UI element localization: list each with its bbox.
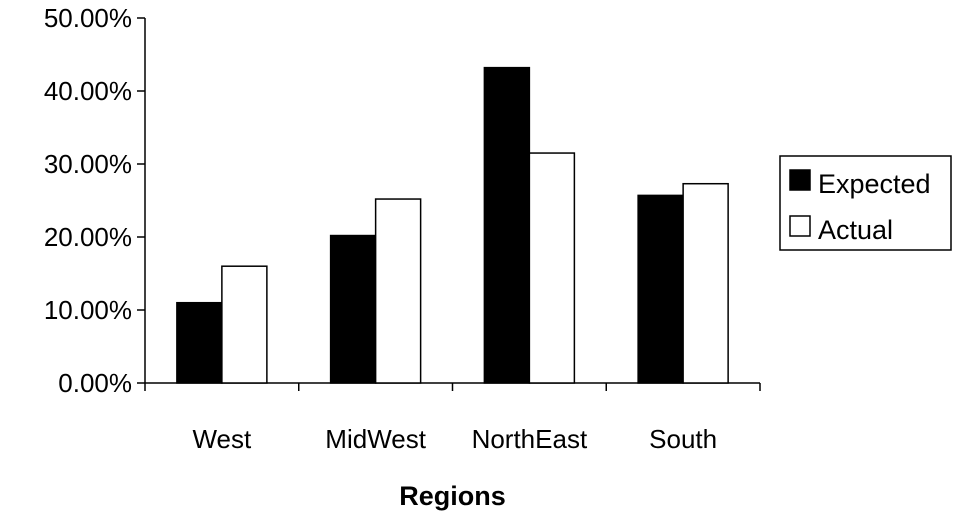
bar-expected-west — [176, 301, 223, 384]
bar-actual-south — [682, 182, 729, 384]
legend-swatch-expected — [789, 169, 811, 191]
y-tick-label: 0.00% — [58, 368, 132, 398]
legend-label-expected: Expected — [818, 169, 931, 199]
x-tick-label: MidWest — [325, 424, 426, 454]
x-axis-title: Regions — [399, 481, 506, 511]
bar-expected-midwest — [329, 234, 377, 384]
bar-expected-south — [637, 194, 684, 384]
y-tick-label: 30.00% — [44, 149, 132, 179]
y-axis: 0.00% 10.00% 20.00% 30.00% 40.00% 50.00% — [44, 3, 146, 398]
x-tick-label: West — [192, 424, 252, 454]
bar-actual-west — [221, 265, 268, 384]
y-tick-label: 20.00% — [44, 222, 132, 252]
bars — [176, 66, 729, 384]
bar-expected-northeast — [483, 66, 531, 384]
y-tick-label: 50.00% — [44, 3, 132, 33]
y-tick-label: 10.00% — [44, 295, 132, 325]
x-tick-label: South — [649, 424, 717, 454]
y-tick-label: 40.00% — [44, 76, 132, 106]
legend-label-actual: Actual — [818, 215, 893, 245]
bar-actual-midwest — [374, 198, 422, 384]
bar-actual-northeast — [528, 152, 576, 384]
x-axis: West MidWest NorthEast South — [144, 382, 761, 454]
legend-swatch-actual — [789, 215, 811, 237]
x-tick-label: NorthEast — [472, 424, 588, 454]
legend: Expected Actual — [779, 155, 952, 251]
